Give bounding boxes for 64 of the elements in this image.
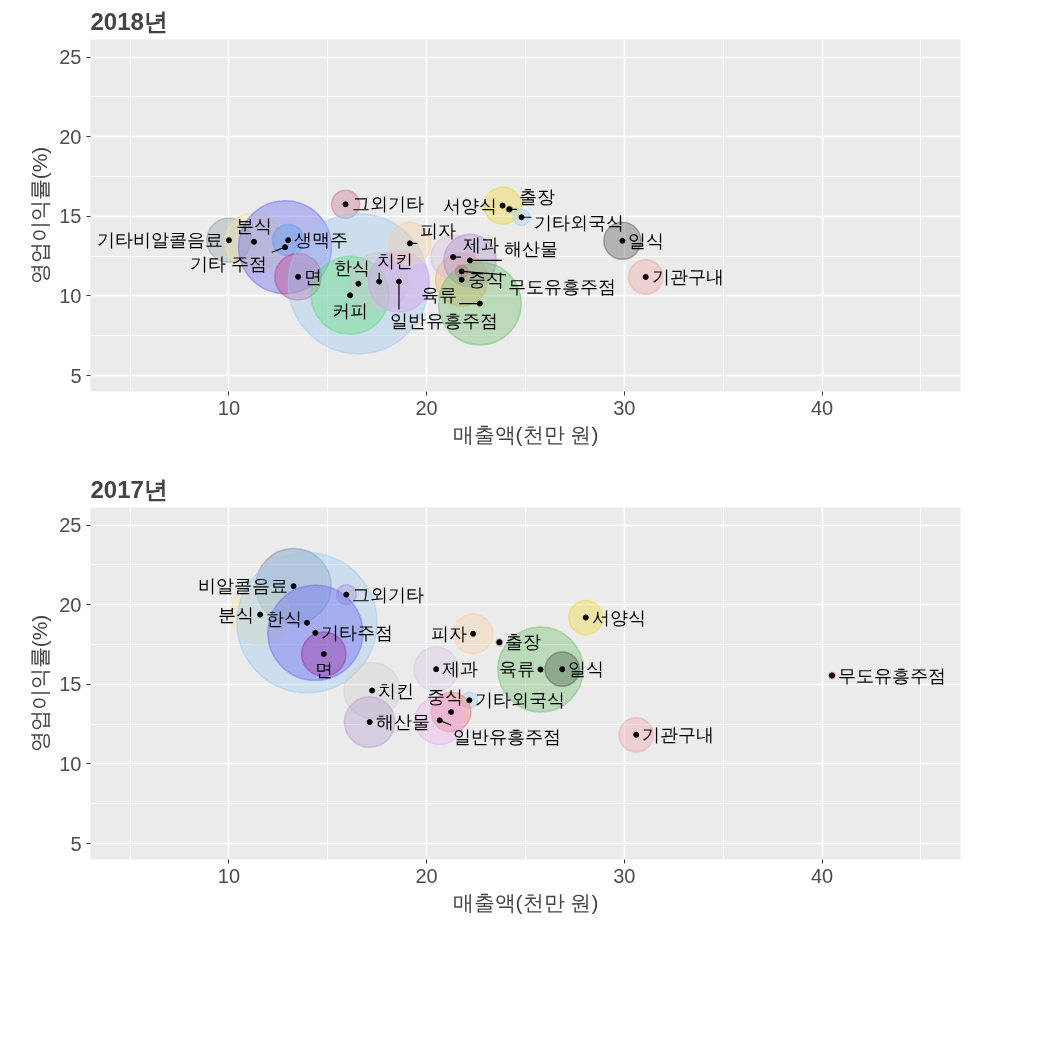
y-tick-label: 5: [70, 832, 82, 855]
annotation: 기타 주점: [189, 254, 267, 275]
annotation: 기관구내: [651, 266, 724, 287]
chart-title: 2017년: [90, 475, 168, 503]
annotation: 일식: [628, 230, 665, 251]
y-tick-label: 20: [59, 593, 82, 616]
annotation: 중식: [426, 686, 463, 707]
y-tick-label: 25: [59, 514, 82, 537]
annotation: 한식: [334, 258, 371, 279]
annotation: 출장: [519, 187, 555, 208]
annotation: 커피: [332, 301, 369, 322]
x-tick-label: 10: [217, 864, 241, 887]
y-tick-label: 15: [59, 205, 82, 228]
annotation: 분식: [236, 215, 273, 236]
annotation: 기타외국식: [533, 213, 624, 234]
annotation: 서양식: [591, 607, 646, 628]
annotation: 한식: [265, 608, 302, 629]
annotation: 해산물: [375, 712, 430, 733]
annotation: 해산물: [503, 238, 558, 259]
x-axis-title: 매출액(천만 원): [452, 422, 599, 446]
y-tick-label: 10: [59, 284, 82, 307]
annotation: 치킨: [377, 250, 414, 271]
y-tick-label: 5: [70, 364, 82, 387]
annotation: 기타주점: [321, 622, 394, 643]
annotation: 중식: [467, 269, 504, 290]
chart-title: 2018년: [90, 7, 168, 35]
y-axis-title: 영업이익률(%): [28, 614, 52, 753]
x-tick-label: 40: [810, 396, 834, 419]
x-tick-label: 40: [810, 864, 834, 887]
annotation: 기타외국식: [475, 690, 566, 711]
annotation: 분식: [218, 604, 255, 625]
annotation: 기관구내: [642, 724, 715, 745]
annotation: 치킨: [378, 680, 415, 701]
x-axis-title: 매출액(천만 원): [452, 890, 599, 914]
y-tick-label: 20: [59, 125, 82, 148]
annotation: 일반유흥주점: [389, 311, 498, 332]
annotation: 제과: [462, 235, 499, 256]
annotation: 무도유흥주점: [508, 276, 617, 297]
y-tick-label: 25: [59, 46, 82, 69]
x-tick-label: 20: [415, 396, 438, 419]
annotation: 생맥주: [294, 230, 349, 251]
y-tick-label: 15: [59, 673, 82, 696]
x-tick-label: 10: [217, 396, 241, 419]
x-tick-label: 30: [613, 864, 636, 887]
annotation: 비알콜음료: [197, 576, 288, 597]
x-tick-label: 20: [415, 864, 438, 887]
annotation: 일반유흥주점: [453, 727, 562, 748]
annotation: 그외기타: [352, 584, 425, 605]
y-axis-title: 영업이익률(%): [28, 146, 52, 285]
annotation: 무도유흥주점: [837, 665, 946, 686]
annotation: 제과: [442, 659, 479, 680]
annotation: 피자: [431, 623, 468, 644]
annotation: 육류: [498, 659, 535, 680]
x-tick-label: 30: [613, 396, 636, 419]
annotation: 그외기타: [351, 194, 424, 215]
y-tick-label: 10: [59, 752, 82, 775]
annotation: 육류: [421, 284, 458, 305]
annotation: 일식: [568, 659, 605, 680]
annotation: 면: [314, 660, 333, 681]
annotation: 출장: [505, 632, 542, 653]
annotation: 기타비알콜음료: [96, 230, 223, 251]
annotation: 면: [304, 266, 323, 287]
annotation: 서양식: [442, 195, 497, 216]
annotation: 피자: [419, 221, 456, 242]
